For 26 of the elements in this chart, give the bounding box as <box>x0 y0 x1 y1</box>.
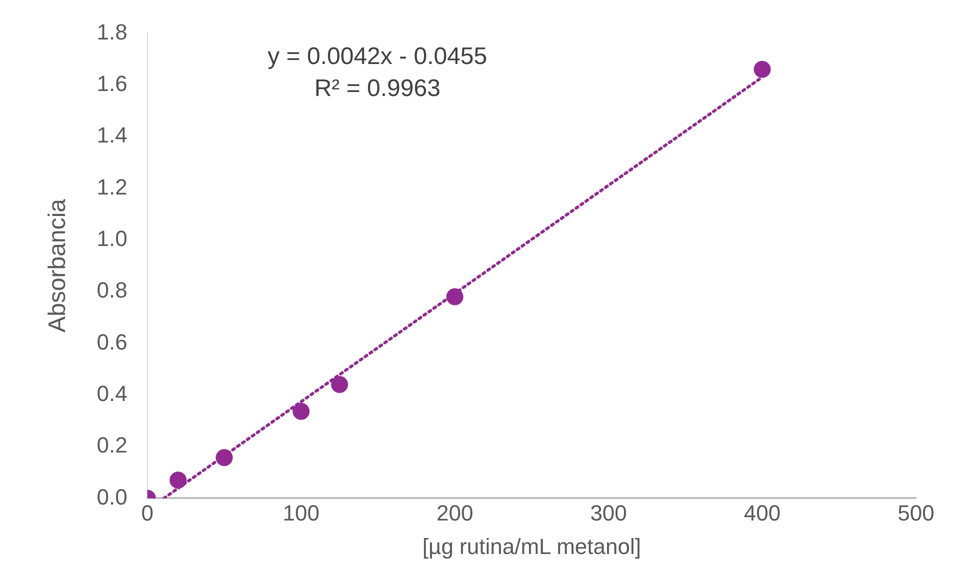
point <box>170 472 187 489</box>
point <box>216 449 233 466</box>
y-tick-label: 1.6 <box>96 70 128 96</box>
y-tick-label: 0.4 <box>96 380 128 406</box>
x-tick-label: 300 <box>590 500 627 526</box>
x-tick-label: 400 <box>744 500 781 526</box>
x-tick-label: 500 <box>898 500 934 526</box>
y-tick-label: 0.2 <box>96 432 128 458</box>
y-tick-label: 0.8 <box>96 278 128 303</box>
point <box>754 60 771 78</box>
y-tick-label: 1.0 <box>96 226 128 251</box>
annotation: y = 0.0042x - 0.0455 <box>268 42 488 70</box>
x-tick-label: 200 <box>436 500 474 526</box>
point <box>446 288 464 306</box>
point <box>292 402 310 420</box>
x-tick-label: 100 <box>282 500 320 526</box>
y-tick-label: 0.6 <box>96 329 128 354</box>
y-axis-title: Absorbancia <box>44 198 72 332</box>
x-axis-title: [µg rutina/mL metanol] <box>422 534 641 559</box>
y-tick-label: 1.4 <box>96 122 128 148</box>
y-tick-label: 1.8 <box>96 19 128 44</box>
x-tick-label: 0 <box>141 500 154 526</box>
y-tick-label: 1.2 <box>96 174 128 200</box>
annotation: R² = 0.9963 <box>314 74 440 102</box>
point <box>331 376 348 394</box>
y-tick-label: 0.0 <box>96 484 128 510</box>
